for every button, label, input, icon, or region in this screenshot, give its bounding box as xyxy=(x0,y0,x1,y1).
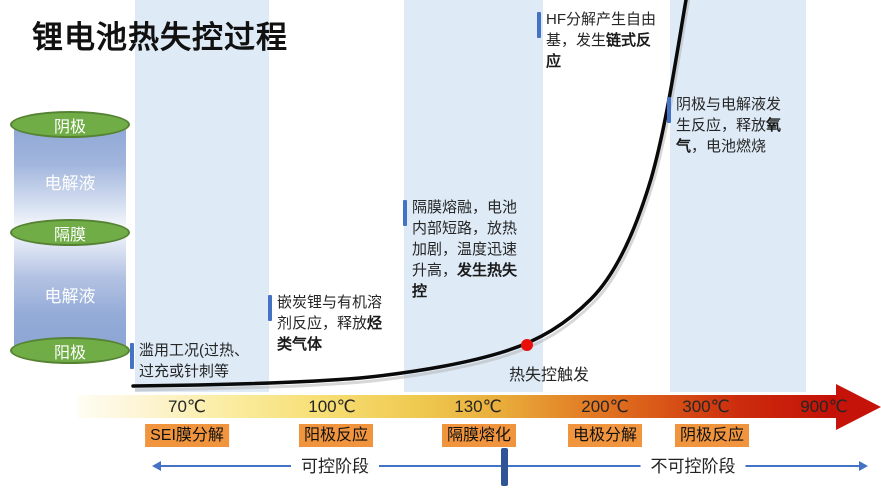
stage-electrode-decomposition: 电极分解 xyxy=(567,424,643,447)
stage-cathode-reaction: 阴极反应 xyxy=(674,424,750,447)
annotation-text: 嵌炭锂与有机溶剂反应，释放烃类气体 xyxy=(277,294,383,353)
annotation-text: 阴极与电解液发生反应，释放氧气，电池燃烧 xyxy=(676,96,782,155)
tick-130c: 130℃ xyxy=(454,397,502,416)
controllable-phase-label: 可控阶段 xyxy=(291,452,379,477)
stage-anode-reaction: 阳极反应 xyxy=(298,424,374,447)
tick-900c: 900℃ xyxy=(800,397,848,416)
zone-band-70c xyxy=(135,0,269,392)
phase-divider-bar xyxy=(501,448,508,486)
annotation-text: 滥用工况(过热、过充或针刺等 xyxy=(139,342,249,380)
stage-sei-decomposition: SEI膜分解 xyxy=(145,424,229,447)
annotation-text: HF分解产生自由基，发生链式反应 xyxy=(546,11,656,70)
annotation-hf-decomposition: HF分解产生自由基，发生链式反应 xyxy=(537,9,659,72)
annotation-abuse-conditions: 滥用工况(过热、过充或针刺等 xyxy=(130,340,254,382)
anode-label: 阳极 xyxy=(53,344,86,362)
tick-70c: 70℃ xyxy=(167,397,207,416)
annotation-accent-bar xyxy=(403,200,407,226)
zone-band-300c xyxy=(670,0,806,392)
annotation-text: 隔膜熔融，电池内部短路，放热加剧，温度迅速升高，发生热失控 xyxy=(412,199,518,300)
annotation-accent-bar xyxy=(667,97,671,123)
annotation-accent-bar xyxy=(268,295,272,321)
cathode-layer: 阴极 xyxy=(10,111,130,138)
tick-200c: 200℃ xyxy=(581,397,629,416)
annotation-separator-melting: 隔膜熔融，电池内部短路，放热加剧，温度迅速升高，发生热失控 xyxy=(403,197,525,302)
tick-100c: 100℃ xyxy=(308,397,356,416)
controllable-arrow-left-icon xyxy=(152,461,161,471)
trigger-label: 热失控触发 xyxy=(509,367,590,384)
stage-separator-melt: 隔膜熔化 xyxy=(441,424,517,447)
separator-layer: 隔膜 xyxy=(10,219,130,246)
uncontrollable-phase-label: 不可控阶段 xyxy=(640,452,746,477)
electrolyte-upper-label: 电解液 xyxy=(44,174,96,193)
annotation-anode-solvent-reaction: 嵌炭锂与有机溶剂反应，释放烃类气体 xyxy=(268,292,388,355)
cathode-label: 阴极 xyxy=(53,118,86,136)
page-title: 锂电池热失控过程 xyxy=(32,20,288,55)
uncontrollable-arrow-right-icon xyxy=(859,461,868,471)
temperature-axis-arrowhead-icon xyxy=(836,384,881,430)
separator-label: 隔膜 xyxy=(53,226,86,244)
electrolyte-lower-label: 电解液 xyxy=(44,287,96,306)
tick-300c: 300℃ xyxy=(682,397,730,416)
annotation-cathode-electrolyte-reaction: 阴极与电解液发生反应，释放氧气，电池燃烧 xyxy=(667,94,791,157)
temperature-axis-bar xyxy=(78,395,836,418)
annotation-accent-bar xyxy=(130,343,134,369)
anode-layer: 阳极 xyxy=(10,337,130,364)
annotation-accent-bar xyxy=(537,12,541,38)
zone-band-130c xyxy=(404,0,543,392)
